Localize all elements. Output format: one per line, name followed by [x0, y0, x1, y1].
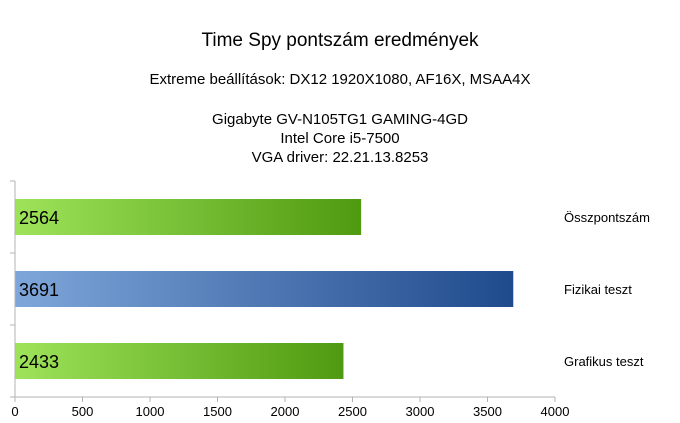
cpu-info-line: Intel Core i5-7500 — [280, 130, 400, 147]
x-tick-label: 2500 — [338, 404, 367, 419]
x-tick-label: 500 — [72, 404, 94, 419]
chart-title: Time Spy pontszám eredmények — [201, 30, 479, 51]
category-label: Összpontszám — [564, 210, 650, 225]
bar-value-label: 2433 — [19, 352, 59, 372]
x-tick-label: 0 — [11, 404, 18, 419]
x-tick-label: 4000 — [541, 404, 570, 419]
category-label: Grafikus teszt — [564, 354, 644, 369]
x-tick-label: 1500 — [203, 404, 232, 419]
bar-0 — [15, 199, 362, 235]
x-axis: 0 500 1000 1500 2000 2500 3000 3500 4000 — [10, 180, 570, 419]
x-tick-label: 1000 — [136, 404, 165, 419]
bar-value-label: 2564 — [19, 208, 59, 228]
bar-value-label: 3691 — [19, 280, 59, 300]
chart-subtitle: Extreme beállítások: DX12 1920X1080, AF1… — [149, 71, 531, 88]
bars-layer: 2564 Összpontszám 3691 Fizikai teszt 2433 Gra… — [15, 199, 650, 379]
driver-info-line: VGA driver: 22.21.13.8253 — [251, 149, 429, 166]
bar-2 — [15, 343, 344, 379]
x-tick-label: 2000 — [271, 404, 300, 419]
x-tick-label: 3500 — [473, 404, 502, 419]
gpu-info-line: Gigabyte GV-N105TG1 GAMING-4GD — [212, 111, 468, 128]
x-tick-label: 3000 — [406, 404, 435, 419]
category-label: Fizikai teszt — [564, 282, 632, 297]
bar-1 — [15, 271, 514, 307]
